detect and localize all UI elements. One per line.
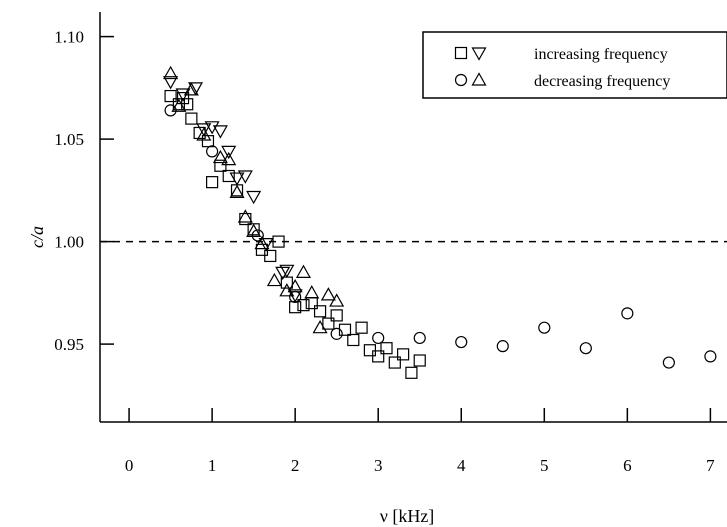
square-point xyxy=(239,212,252,226)
square-point xyxy=(313,305,327,318)
triangle-up-point xyxy=(254,235,270,250)
triangle-down-point xyxy=(187,82,204,96)
x-tick-label: 0 xyxy=(125,456,134,475)
triangle-up-point xyxy=(229,184,245,198)
square-point xyxy=(405,366,418,379)
y-axis-title: c/a xyxy=(27,226,47,248)
triangle-down-point xyxy=(237,170,253,184)
triangle-up-point xyxy=(320,287,336,301)
legend-circle-symbol xyxy=(454,73,468,87)
square-point xyxy=(397,348,410,361)
circle-point xyxy=(496,340,509,353)
circle-point xyxy=(662,356,675,369)
square-point xyxy=(372,350,385,363)
square-point xyxy=(176,91,190,105)
legend-label-decreasing: decreasing frequency xyxy=(534,73,670,90)
square-point xyxy=(388,356,401,369)
circle-point xyxy=(372,331,385,345)
x-tick-label: 3 xyxy=(374,456,383,475)
axes: 0 1 2 3 4 5 6 7 0.95 1.00 1.05 1.10 xyxy=(54,12,727,475)
legend-square-symbol xyxy=(454,46,468,60)
triangle-up-point xyxy=(212,149,228,164)
x-tick-label: 4 xyxy=(457,456,466,475)
triangle-down-point xyxy=(163,76,179,90)
triangle-down-point xyxy=(196,123,212,137)
x-axis-title: ν [kHz] xyxy=(380,506,435,526)
y-tick-label: 1.05 xyxy=(54,130,84,149)
legend-label-increasing: increasing frequency xyxy=(534,46,668,63)
triangle-up-point xyxy=(287,278,303,293)
legend: increasing frequency decreasing frequenc… xyxy=(422,31,727,99)
legend-box xyxy=(422,31,727,99)
square-point xyxy=(164,89,177,103)
triangle-down-point xyxy=(221,145,237,160)
square-point xyxy=(206,176,219,189)
triangle-down-point xyxy=(275,266,291,281)
triangle-down-point xyxy=(246,190,262,205)
triangle-up-point xyxy=(246,223,262,237)
x-tick-label: 2 xyxy=(291,456,300,475)
square-point xyxy=(380,342,393,355)
circle-point xyxy=(704,350,717,363)
triangle-up-point xyxy=(163,65,179,80)
square-point xyxy=(201,135,215,148)
data-points xyxy=(163,65,717,379)
square-point xyxy=(413,354,426,367)
square-point xyxy=(272,235,285,248)
x-tick-label: 1 xyxy=(208,456,217,475)
circle-point xyxy=(538,321,551,334)
square-point xyxy=(297,299,310,312)
x-tick-label: 5 xyxy=(540,456,549,475)
y-tick-label: 1.00 xyxy=(54,233,84,252)
square-point xyxy=(264,249,277,263)
square-point xyxy=(214,159,227,172)
circle-point xyxy=(206,145,219,158)
triangle-up-point xyxy=(196,127,212,141)
triangle-up-point xyxy=(237,209,253,223)
circle-point xyxy=(621,307,634,320)
triangle-up-point xyxy=(183,82,199,96)
y-tick-label: 0.95 xyxy=(54,335,84,354)
triangle-up-point xyxy=(295,264,311,278)
square-point xyxy=(185,112,198,125)
x-tick-label: 7 xyxy=(706,456,715,475)
y-tick-label: 1.10 xyxy=(54,28,84,47)
legend-triangle-up-symbol xyxy=(471,72,487,86)
triangle-up-point xyxy=(304,285,320,299)
circle-point xyxy=(164,104,177,117)
square-point xyxy=(363,344,377,357)
square-point xyxy=(255,243,269,256)
circle-point xyxy=(413,331,426,345)
square-point xyxy=(222,169,235,183)
square-point xyxy=(322,317,335,330)
square-point xyxy=(355,321,368,334)
triangle-up-point xyxy=(171,98,187,112)
square-point xyxy=(347,333,360,347)
triangle-down-point xyxy=(229,172,245,186)
triangle-up-point xyxy=(221,151,237,166)
legend-triangle-down-symbol xyxy=(471,47,487,61)
circle-point xyxy=(455,335,468,349)
square-point xyxy=(330,309,343,322)
triangle-up-point xyxy=(329,293,345,307)
triangle-down-point xyxy=(279,264,295,279)
triangle-down-point xyxy=(212,125,228,139)
circle-point xyxy=(251,229,264,242)
x-tick-label: 6 xyxy=(623,456,632,475)
circle-point xyxy=(330,327,343,340)
triangle-up-point xyxy=(266,272,282,287)
circle-point xyxy=(579,342,592,355)
triangle-down-point xyxy=(258,238,274,252)
triangle-up-point xyxy=(312,319,328,334)
